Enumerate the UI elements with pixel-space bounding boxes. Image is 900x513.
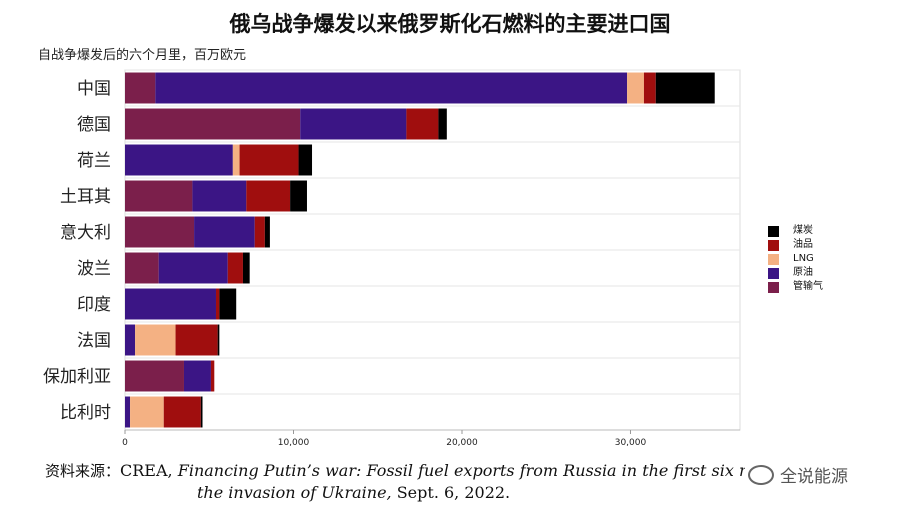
bar-segment bbox=[200, 396, 203, 428]
source-date: Sept. 6, 2022. bbox=[391, 483, 511, 502]
bar-segment bbox=[155, 72, 628, 104]
bar-segment bbox=[158, 252, 228, 284]
bar-segment bbox=[232, 144, 240, 176]
bar-segment bbox=[130, 396, 164, 428]
bar-segment bbox=[242, 252, 250, 284]
category-label: 比利时 bbox=[60, 403, 111, 423]
bar-segment bbox=[246, 180, 291, 212]
category-label: 印度 bbox=[77, 295, 111, 315]
legend-item: 煤炭 bbox=[768, 224, 823, 238]
bar-segment bbox=[406, 108, 439, 140]
bar-segment bbox=[125, 288, 216, 320]
bar-segment bbox=[125, 216, 195, 248]
category-label: 保加利亚 bbox=[43, 367, 111, 387]
legend-label: 管输气 bbox=[793, 281, 823, 292]
x-tick-label: 30,000 bbox=[615, 438, 647, 448]
category-label: 中国 bbox=[77, 79, 111, 99]
bar-segment bbox=[125, 396, 131, 428]
x-tick-label: 0 bbox=[122, 438, 128, 448]
source-prefix: CREA, bbox=[120, 461, 178, 480]
bar-segment bbox=[125, 324, 136, 356]
bar-segment bbox=[655, 72, 715, 104]
bar-segment bbox=[264, 216, 270, 248]
legend-label: 煤炭 bbox=[793, 225, 813, 236]
source-title-2: the invasion of Ukraine, bbox=[197, 483, 392, 502]
legend-item: 油品 bbox=[768, 238, 823, 252]
x-tick-label: 20,000 bbox=[446, 438, 478, 448]
chart-legend: 煤炭油品 LNG 原油管输气 bbox=[768, 224, 823, 294]
bar-segment bbox=[215, 288, 220, 320]
bar-segment bbox=[227, 252, 243, 284]
category-label: 土耳其 bbox=[60, 187, 111, 207]
bar-segment bbox=[125, 108, 301, 140]
bar-segment bbox=[125, 360, 184, 392]
bar-segment bbox=[300, 108, 407, 140]
legend-label: 油品 bbox=[793, 239, 813, 250]
legend-label: LNG bbox=[793, 253, 814, 264]
bar-segment bbox=[254, 216, 265, 248]
wechat-icon bbox=[748, 464, 774, 485]
source-label: 资料来源： bbox=[45, 462, 121, 480]
bar-segment bbox=[125, 180, 193, 212]
bar-segment bbox=[135, 324, 176, 356]
bar-segment bbox=[175, 324, 218, 356]
bar-segment bbox=[192, 180, 247, 212]
bar-segment bbox=[210, 360, 215, 392]
bar-segment bbox=[290, 180, 307, 212]
bar-segment bbox=[183, 360, 211, 392]
bar-segment bbox=[627, 72, 644, 104]
category-label: 法国 bbox=[77, 331, 111, 351]
category-label: 荷兰 bbox=[77, 151, 111, 171]
chart-subtitle: 自战争爆发后的六个月里，百万欧元 bbox=[38, 48, 247, 63]
legend-item: LNG bbox=[768, 252, 823, 266]
x-tick-label: 10,000 bbox=[278, 438, 310, 448]
category-label: 德国 bbox=[77, 115, 111, 135]
bar-segment bbox=[643, 72, 656, 104]
legend-item: 原油 bbox=[768, 266, 823, 280]
category-label: 波兰 bbox=[77, 259, 111, 279]
bar-segment bbox=[217, 324, 220, 356]
bar-segment bbox=[163, 396, 201, 428]
source-note: 资料来源：CREA, Financing Putin’s war: Fossil… bbox=[45, 460, 745, 504]
bar-segment bbox=[125, 144, 233, 176]
bar-segment bbox=[194, 216, 255, 248]
legend-swatch bbox=[768, 253, 779, 265]
bar-segment bbox=[438, 108, 447, 140]
chart-title: 俄乌战争爆发以来俄罗斯化石燃料的主要进口国 bbox=[229, 12, 671, 36]
legend-item: 管输气 bbox=[768, 280, 823, 294]
legend-swatch bbox=[768, 267, 779, 279]
bar-segment bbox=[298, 144, 313, 176]
source-title-1: Financing Putin’s war: Fossil fuel expor… bbox=[177, 461, 745, 480]
bar-segment bbox=[219, 288, 237, 320]
bar-segment bbox=[239, 144, 299, 176]
category-label: 意大利 bbox=[60, 223, 111, 243]
watermark-text: 全说能源 bbox=[780, 467, 848, 487]
legend-label: 原油 bbox=[793, 267, 813, 278]
bar-segment bbox=[125, 252, 159, 284]
bar-segment bbox=[125, 72, 156, 104]
legend-swatch bbox=[768, 239, 779, 251]
legend-swatch bbox=[768, 225, 779, 237]
legend-swatch bbox=[768, 281, 779, 293]
watermark: 全说能源 bbox=[748, 462, 848, 487]
